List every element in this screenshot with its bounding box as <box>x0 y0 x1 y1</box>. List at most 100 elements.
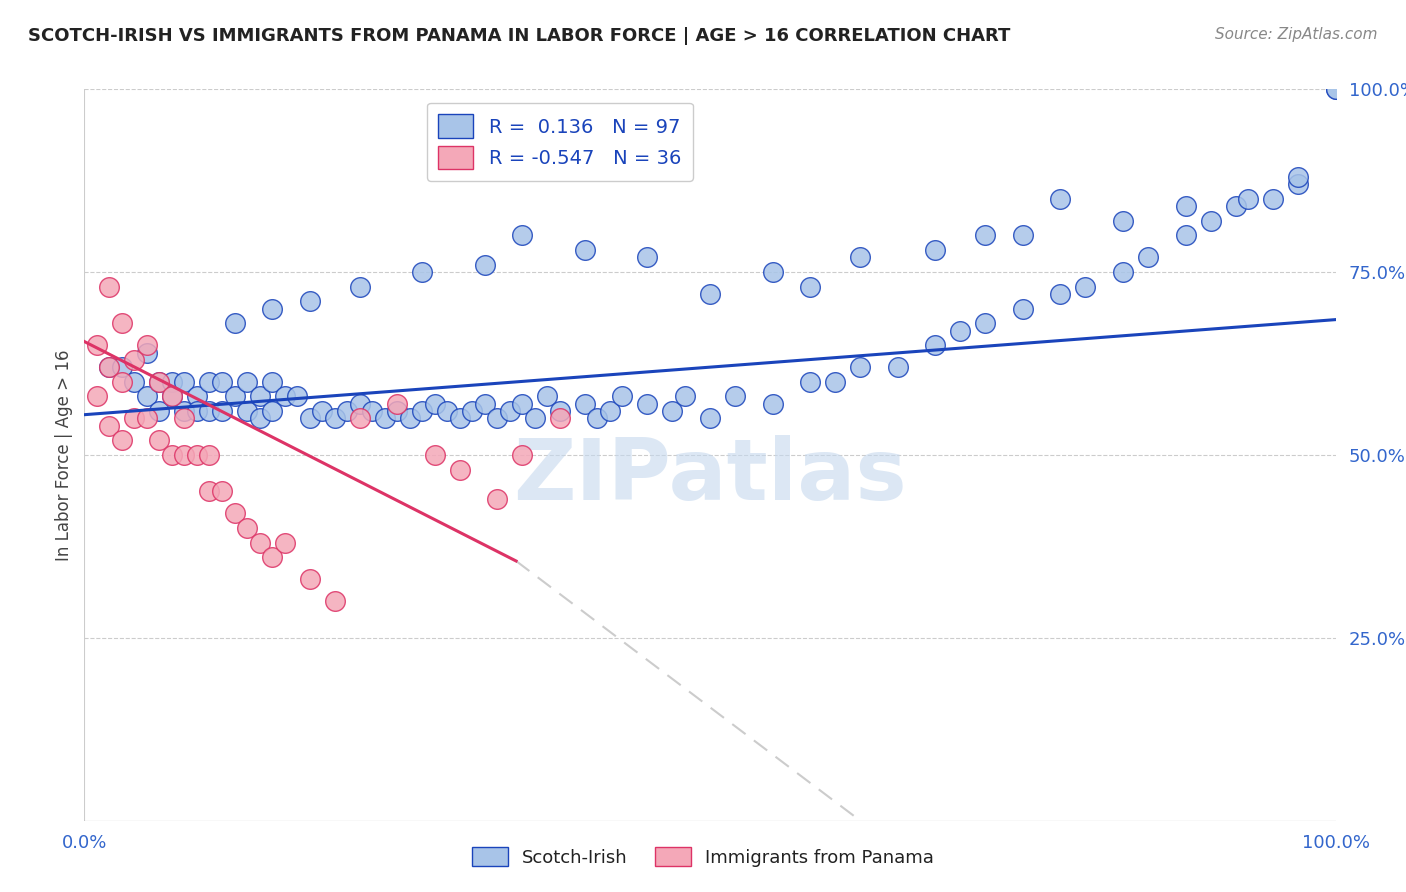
Point <box>1263 192 1285 206</box>
Point <box>323 411 346 425</box>
Point <box>336 404 359 418</box>
Point <box>124 411 146 425</box>
Point <box>262 301 284 316</box>
Text: Source: ZipAtlas.com: Source: ZipAtlas.com <box>1215 27 1378 42</box>
Point <box>398 411 420 425</box>
Point <box>1049 192 1071 206</box>
Point <box>974 316 997 330</box>
Point <box>160 375 183 389</box>
Point <box>198 448 221 462</box>
Point <box>1136 251 1159 265</box>
Point <box>461 404 484 418</box>
Point <box>98 360 121 375</box>
Point <box>361 404 384 418</box>
Point <box>136 338 159 352</box>
Point <box>586 411 609 425</box>
Point <box>349 279 371 293</box>
Point <box>211 404 233 418</box>
Text: SCOTCH-IRISH VS IMMIGRANTS FROM PANAMA IN LABOR FORCE | AGE > 16 CORRELATION CHA: SCOTCH-IRISH VS IMMIGRANTS FROM PANAMA I… <box>28 27 1011 45</box>
Point <box>160 448 183 462</box>
Point <box>887 360 910 375</box>
Point <box>198 404 221 418</box>
Point <box>136 345 159 359</box>
Point <box>486 491 509 506</box>
Point <box>236 375 259 389</box>
Point <box>249 535 271 549</box>
Point <box>186 389 208 403</box>
Point <box>1112 214 1135 228</box>
Point <box>824 375 846 389</box>
Point <box>1324 82 1347 96</box>
Point <box>512 397 534 411</box>
Point <box>1286 178 1309 192</box>
Point <box>148 375 170 389</box>
Point <box>548 404 571 418</box>
Point <box>799 375 821 389</box>
Point <box>298 572 321 586</box>
Point <box>673 389 696 403</box>
Point <box>236 404 259 418</box>
Point <box>474 258 496 272</box>
Point <box>224 507 246 521</box>
Point <box>1225 199 1247 213</box>
Point <box>262 375 284 389</box>
Legend: R =  0.136   N = 97, R = -0.547   N = 36: R = 0.136 N = 97, R = -0.547 N = 36 <box>427 103 693 181</box>
Point <box>411 404 433 418</box>
Point <box>523 411 546 425</box>
Point <box>349 397 371 411</box>
Point <box>349 411 371 425</box>
Y-axis label: In Labor Force | Age > 16: In Labor Force | Age > 16 <box>55 349 73 561</box>
Point <box>1012 301 1035 316</box>
Point <box>1012 228 1035 243</box>
Point <box>198 484 221 499</box>
Point <box>160 389 183 403</box>
Point <box>98 279 121 293</box>
Point <box>249 411 271 425</box>
Legend: Scotch-Irish, Immigrants from Panama: Scotch-Irish, Immigrants from Panama <box>464 840 942 874</box>
Point <box>98 418 121 433</box>
Point <box>1324 82 1347 96</box>
Point <box>160 389 183 403</box>
Point <box>1199 214 1222 228</box>
Point <box>236 521 259 535</box>
Point <box>173 448 195 462</box>
Point <box>536 389 558 403</box>
Point <box>374 411 396 425</box>
Point <box>311 404 333 418</box>
Point <box>548 411 571 425</box>
Point <box>285 389 308 403</box>
Point <box>148 404 170 418</box>
Point <box>224 316 246 330</box>
Point <box>574 397 596 411</box>
Point <box>849 360 872 375</box>
Point <box>449 411 471 425</box>
Point <box>148 375 170 389</box>
Point <box>385 404 409 418</box>
Point <box>1074 279 1097 293</box>
Point <box>924 243 946 257</box>
Point <box>211 484 233 499</box>
Text: ZIPatlas: ZIPatlas <box>513 435 907 518</box>
Point <box>273 389 295 403</box>
Point <box>411 265 433 279</box>
Point <box>262 404 284 418</box>
Point <box>599 404 621 418</box>
Point <box>637 251 659 265</box>
Point <box>173 404 195 418</box>
Point <box>186 448 208 462</box>
Point <box>298 294 321 309</box>
Point <box>512 448 534 462</box>
Point <box>436 404 458 418</box>
Point <box>949 324 972 338</box>
Point <box>273 535 295 549</box>
Point <box>323 594 346 608</box>
Point <box>486 411 509 425</box>
Point <box>186 404 208 418</box>
Point <box>211 375 233 389</box>
Point <box>173 375 195 389</box>
Point <box>661 404 683 418</box>
Point <box>124 375 146 389</box>
Point <box>512 228 534 243</box>
Point <box>762 265 785 279</box>
Point <box>499 404 522 418</box>
